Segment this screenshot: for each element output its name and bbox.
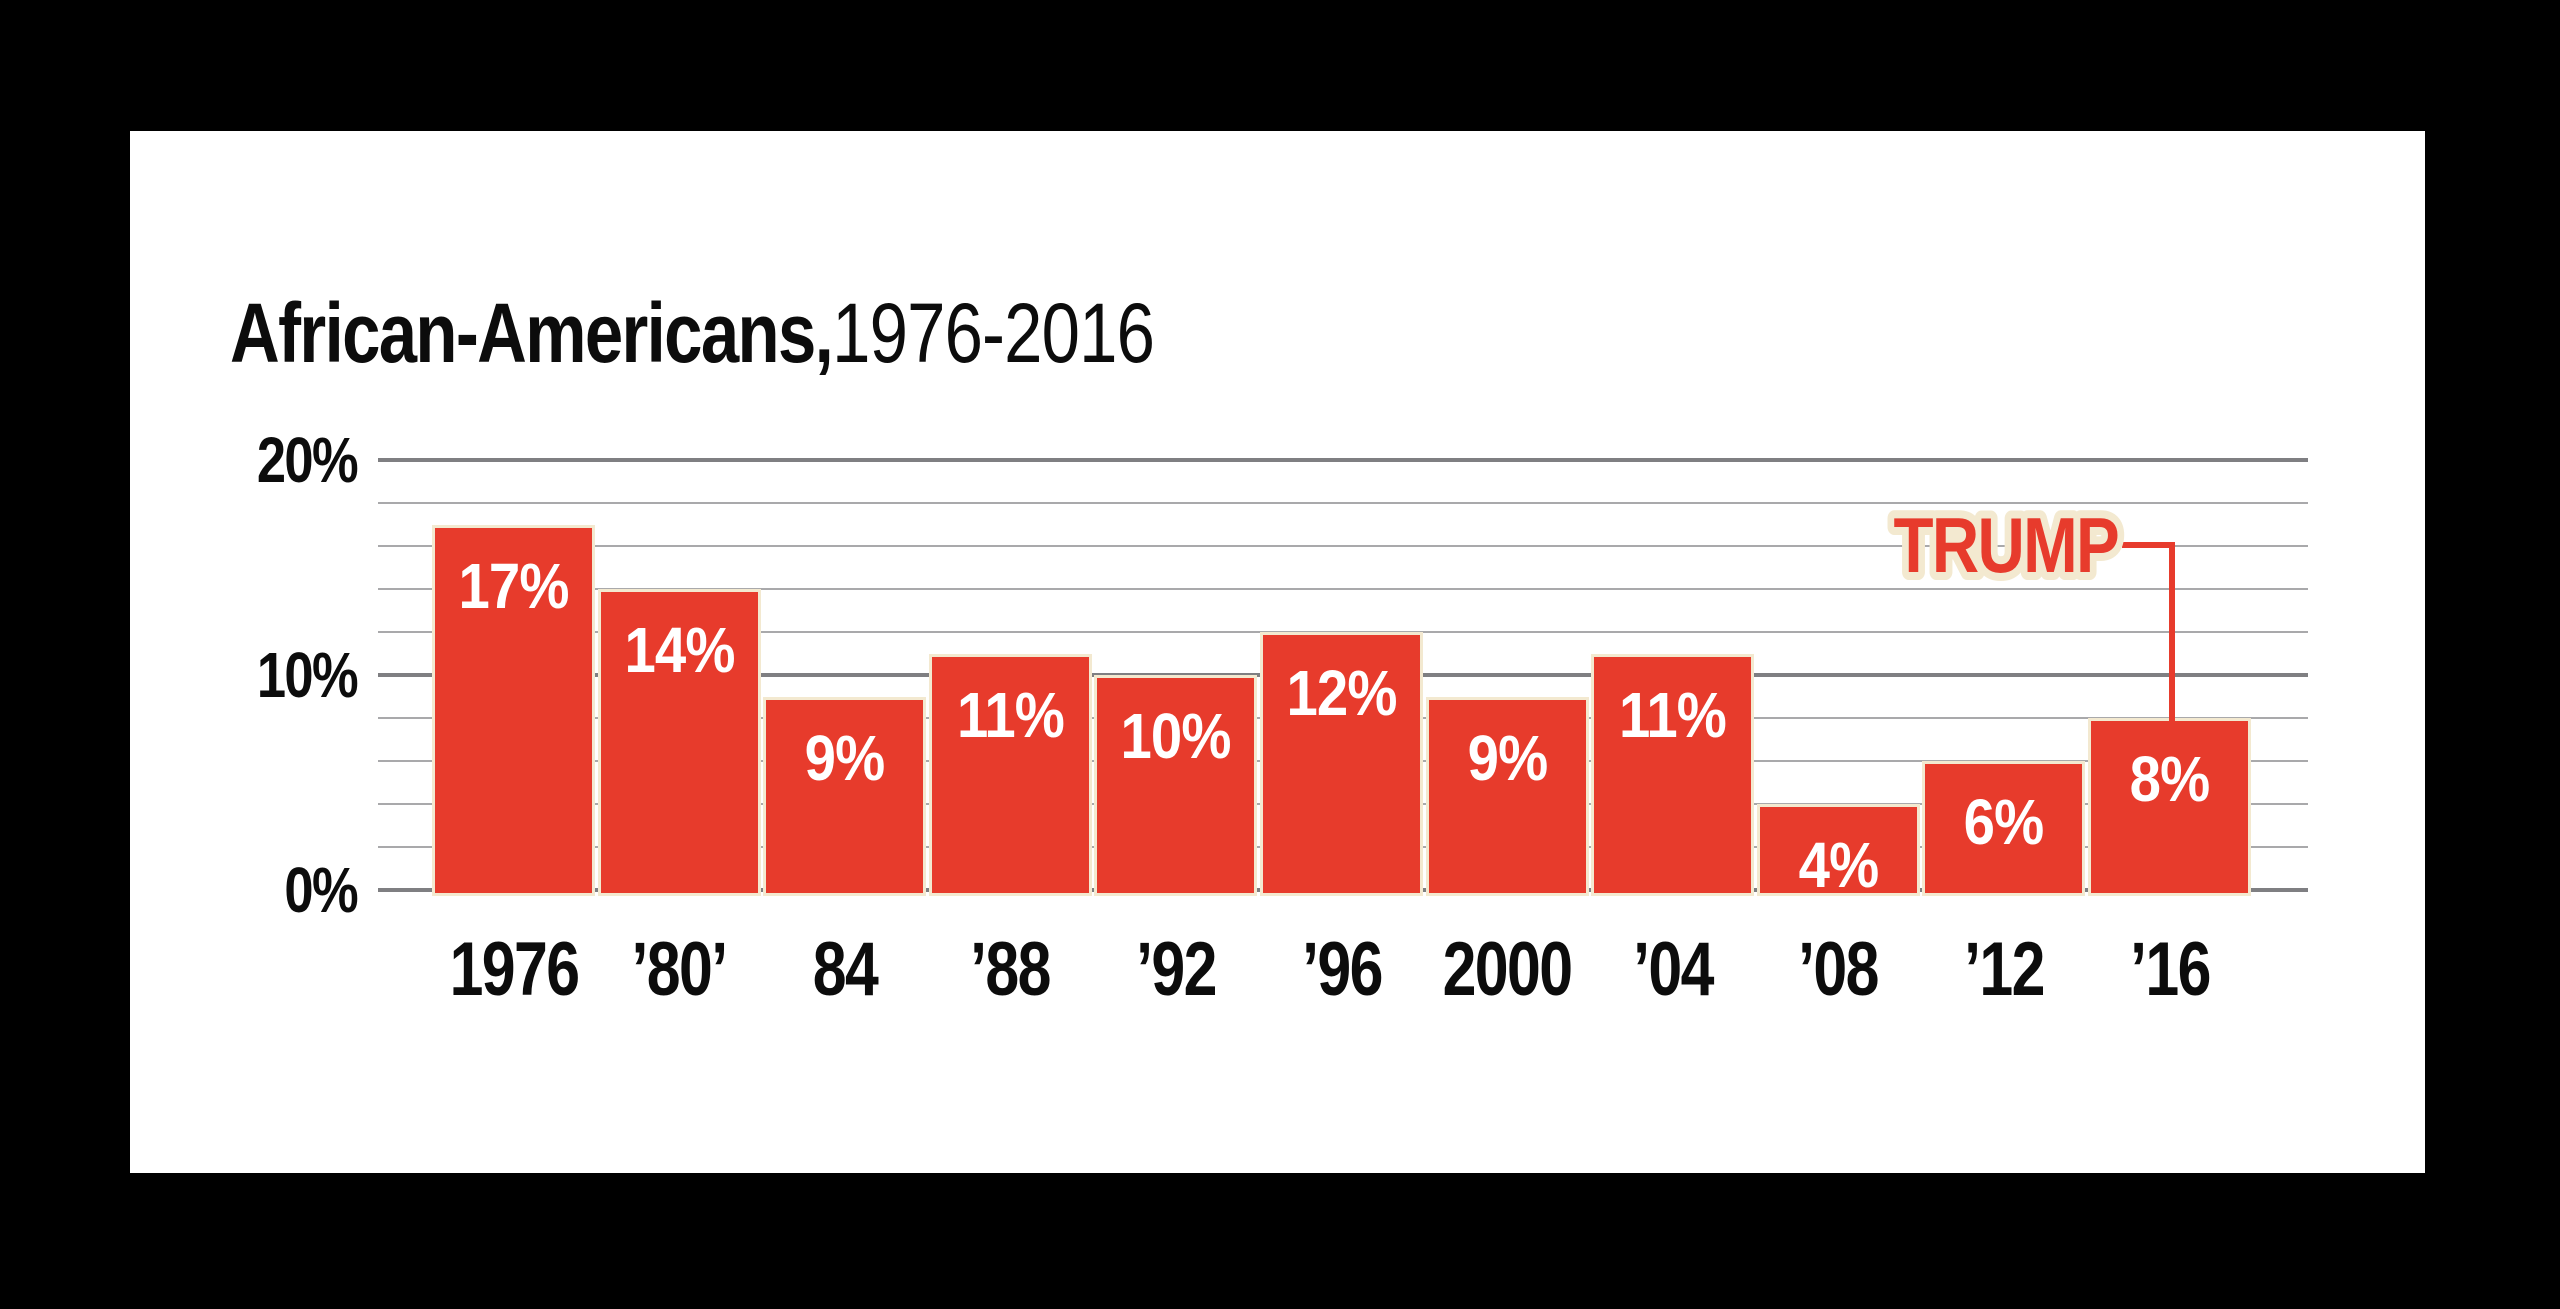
bar-value-label-’88: 11% (956, 678, 1065, 751)
y-axis-label-20pct: 20% (256, 424, 359, 496)
chart-title-years: 1976-2016 (832, 286, 1155, 380)
bar-value-label-’08: 4% (1798, 829, 1879, 901)
bar-value-label-’80’: 14% (624, 614, 735, 686)
x-axis-label-’12: ’12 (1964, 927, 2045, 1012)
x-axis-label-84: 84 (812, 927, 878, 1012)
bar-value-label-’96: 12% (1286, 657, 1397, 729)
bar-value-label-84: 9% (804, 721, 886, 794)
bar-’80’: 14% (597, 589, 761, 896)
x-axis-label-’16: ’16 (2129, 927, 2211, 1012)
y-axis-label-0pct: 0% (284, 854, 358, 926)
x-axis-label-’96: ’96 (1301, 927, 1383, 1012)
chart-title: African-Americans,1976-2016 (230, 286, 1155, 380)
trump-connector-line (2122, 542, 2175, 726)
bar-value-label-’12: 6% (1964, 786, 2045, 858)
bar-’12: 6% (1922, 761, 2086, 896)
gridline-major-20 (378, 458, 2308, 462)
gridline-minor-14 (378, 588, 2308, 590)
bar-value-label-2000: 9% (1467, 721, 1548, 794)
x-axis-label-2000: 2000 (1442, 927, 1573, 1012)
gridline-minor-16 (378, 545, 2308, 547)
bar-value-label-’04: 11% (1619, 678, 1727, 751)
bar-’16: 8% (2088, 718, 2251, 896)
x-axis-label-’04: ’04 (1632, 927, 1714, 1012)
bar-value-label-1976: 17% (458, 549, 569, 622)
bar-84: 9% (763, 696, 927, 896)
y-axis-label-10pct: 10% (256, 639, 359, 711)
gridline-minor-18 (378, 502, 2308, 504)
bar-’92: 10% (1094, 675, 1258, 896)
bar-chart-plot: 20% 10% 0% 17% 1976 14% ’80’ 9% 84 11% ’88 10% ’92 12… (130, 131, 2425, 1173)
bar-’96: 12% (1260, 632, 1423, 896)
x-axis-label-’08: ’08 (1798, 927, 1879, 1012)
bar-value-label-’92: 10% (1120, 700, 1232, 772)
bar-’04: 11% (1591, 653, 1755, 896)
x-axis-label-’88: ’88 (970, 927, 1051, 1012)
x-axis-label-1976: 1976 (449, 927, 579, 1012)
bar-’88: 11% (928, 653, 1092, 896)
bar-2000: 9% (1425, 696, 1589, 896)
chart-title-group: African-Americans, (230, 286, 834, 380)
chart-card: African-Americans,1976-2016 20% 10% 0% 17% 1… (130, 131, 2425, 1173)
x-axis-label-’92: ’92 (1136, 927, 1217, 1012)
bar-1976: 17% (432, 524, 595, 896)
bar-value-label-’16: 8% (2129, 743, 2211, 815)
bar-’08: 4% (1756, 804, 1920, 901)
x-axis-label-’80’: ’80’ (631, 927, 729, 1012)
